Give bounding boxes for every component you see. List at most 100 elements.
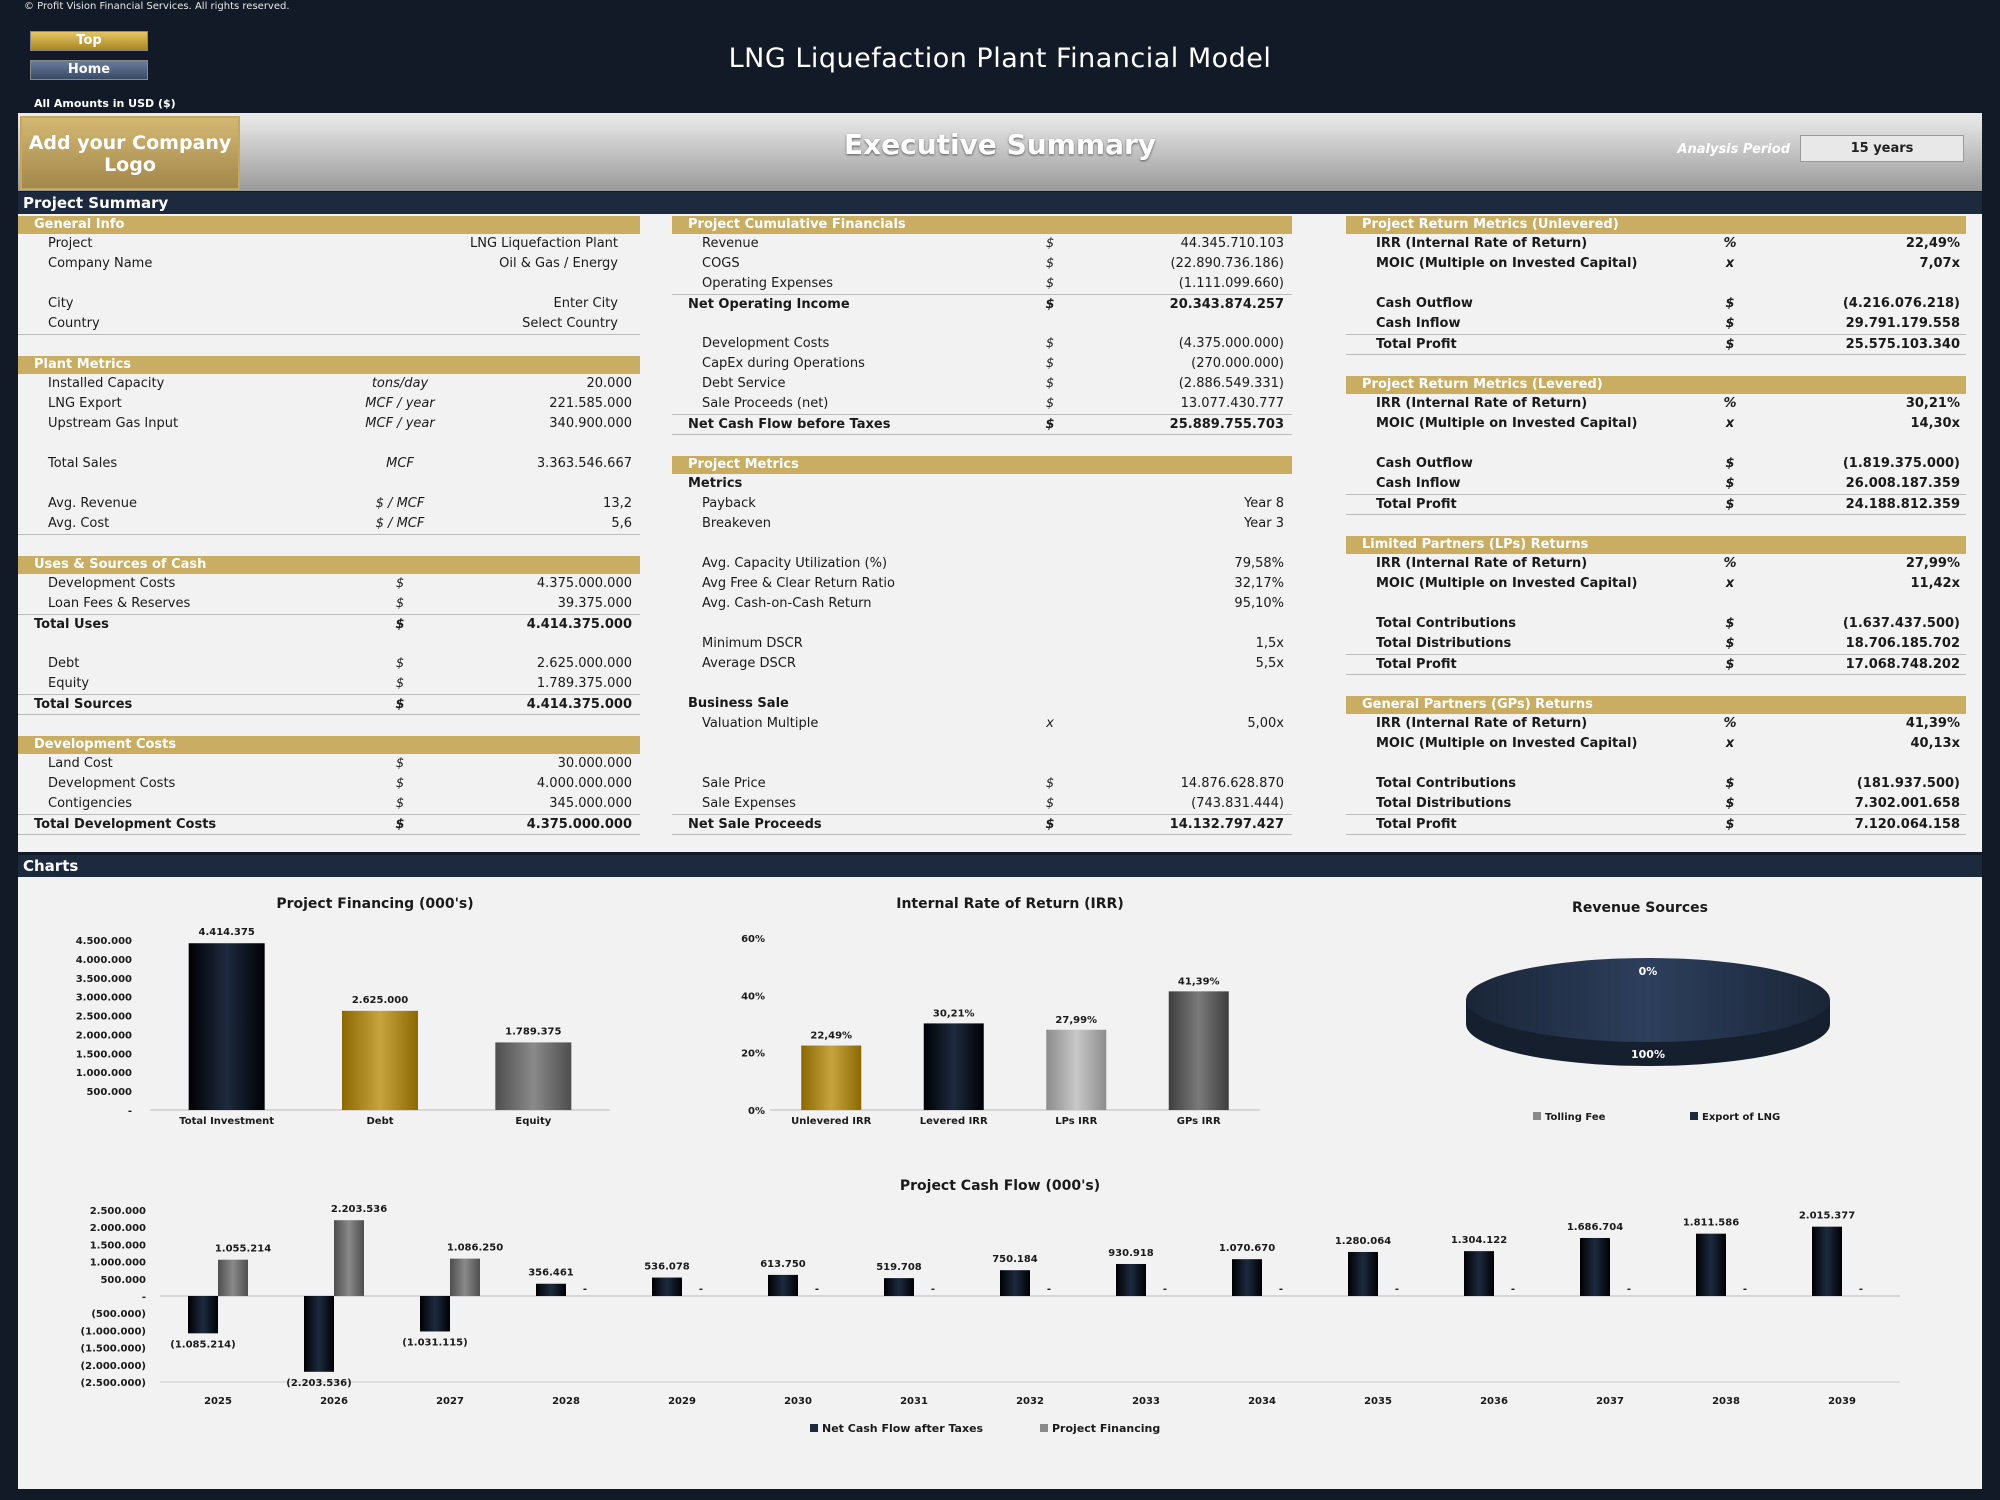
row-label: Upstream Gas Input [48, 416, 179, 431]
row-value: 4.375.000.000 [536, 576, 632, 591]
block-title: Limited Partners (LPs) Returns [1346, 536, 1966, 554]
block-title: General Info [18, 216, 640, 234]
bar [342, 1010, 418, 1110]
table-row: Contigencies $345.000.000 [18, 794, 640, 814]
data-label: - [1627, 1284, 1631, 1295]
row-value: 11,42x [1910, 576, 1960, 591]
table-row: Total Development Costs $4.375.000.000 [18, 814, 640, 834]
row-unit: MCF / year [365, 416, 435, 431]
row-value: Year 8 [1244, 496, 1284, 511]
legend-label: Project Financing [1052, 1422, 1160, 1435]
table-row: Equity $1.789.375.000 [18, 674, 640, 694]
x-tick-label: 2036 [1480, 1396, 1508, 1407]
table-row: MOIC (Multiple on Invested Capital) x 7,07… [1346, 254, 1966, 274]
table-row: LNG Export MCF / year 221.585.000 [18, 394, 640, 414]
table-row: Total Profit $17.068.748.202 [1346, 654, 1966, 674]
y-tick-label: 1.000.000 [76, 1068, 132, 1079]
block-divider [1346, 674, 1966, 675]
home-button[interactable]: Home [30, 60, 148, 80]
row-value: Enter City [553, 296, 618, 311]
x-tick-label: 2032 [1016, 1396, 1044, 1407]
table-row: Avg. Cost $ / MCF 5,6 [18, 514, 640, 534]
row-unit: $ [1725, 456, 1735, 471]
row-unit: $ [395, 676, 405, 691]
table-row: Avg. Revenue $ / MCF 13,2 [18, 494, 640, 514]
table-row: Avg Free & Clear Return Ratio 32,17% [672, 574, 1292, 594]
row-label: Total Profit [1376, 657, 1457, 672]
data-label: (2.203.536) [286, 1378, 351, 1389]
block-cumulative-financials: Project Cumulative Financials Revenue $44.… [672, 216, 1292, 435]
x-tick-label: 2034 [1248, 1396, 1276, 1407]
analysis-period-input[interactable]: 15 years [1800, 135, 1964, 162]
row-value: 14.132.797.427 [1169, 817, 1284, 832]
bar [1464, 1251, 1494, 1296]
bar [923, 1023, 984, 1110]
row-unit: $ [1045, 396, 1055, 411]
table-row [18, 634, 640, 654]
currency-note: All Amounts in USD ($) [34, 97, 176, 110]
row-label: Cash Outflow [1376, 456, 1473, 471]
table-row: Net Sale Proceeds $14.132.797.427 [672, 814, 1292, 834]
company-logo-placeholder[interactable]: Add your Company Logo [20, 116, 240, 190]
financing-chart-title: Project Financing (000's) [276, 896, 474, 912]
x-tick-label: 2026 [320, 1396, 348, 1407]
row-label: Avg Free & Clear Return Ratio [702, 576, 895, 591]
table-row: Net Cash Flow before Taxes $25.889.755.70… [672, 414, 1292, 434]
row-unit: % [1723, 236, 1737, 251]
row-unit: $ [395, 796, 405, 811]
table-row: Revenue $44.345.710.103 [672, 234, 1292, 254]
row-value: (22.890.736.186) [1170, 256, 1284, 271]
row-label: Country [48, 316, 100, 331]
block-divider [672, 834, 1292, 835]
top-button[interactable]: Top [30, 31, 148, 51]
row-label: Avg. Cash-on-Cash Return [702, 596, 872, 611]
block-title: Development Costs [18, 736, 640, 754]
y-tick-label: 0% [748, 1106, 765, 1117]
table-row: IRR (Internal Rate of Return)% 27,99% [1346, 554, 1966, 574]
row-unit: $ [1725, 776, 1735, 791]
legend-swatch [810, 1424, 818, 1432]
block-title: Plant Metrics [18, 356, 640, 374]
row-label: MOIC (Multiple on Invested Capital) [1376, 256, 1638, 271]
y-tick-label: - [142, 1292, 146, 1303]
data-label: 1.811.586 [1683, 1218, 1739, 1229]
block-project-metrics: Project Metrics Metrics Payback Year 8 Break… [672, 456, 1292, 835]
header-band [18, 113, 1982, 191]
row-unit: $ [1045, 356, 1055, 371]
y-tick-label: 40% [741, 991, 765, 1002]
data-label: - [583, 1284, 587, 1295]
row-value: 24.188.812.359 [1845, 497, 1960, 512]
row-unit: $ [1045, 417, 1055, 432]
row-label: Sale Expenses [702, 796, 796, 811]
table-row [672, 674, 1292, 694]
data-label: - [699, 1284, 703, 1295]
row-label: IRR (Internal Rate of Return) [1376, 236, 1588, 251]
row-value: 4.414.375.000 [526, 697, 632, 712]
row-value: 32,17% [1234, 576, 1284, 591]
analysis-period-label: Analysis Period [1677, 142, 1790, 157]
table-row: Total Contributions $ (181.937.500) [1346, 774, 1966, 794]
data-label: - [1163, 1284, 1167, 1295]
row-label: MOIC (Multiple on Invested Capital) [1376, 416, 1638, 431]
block-title: Uses & Sources of Cash [18, 556, 640, 574]
table-row [672, 314, 1292, 334]
x-tick-label: 2035 [1364, 1396, 1392, 1407]
row-value: 5,5x [1255, 656, 1284, 671]
revenue-chart: 0% 100% Tolling Fee Export of LNG [1466, 958, 1830, 1123]
data-label: 536.078 [644, 1262, 690, 1273]
row-label: Total Distributions [1376, 636, 1512, 651]
table-row: Cash Inflow $26.008.187.359 [1346, 474, 1966, 494]
table-row: Total Profit $24.188.812.359 [1346, 494, 1966, 514]
row-value: Oil & Gas / Energy [499, 256, 618, 271]
table-row: Total Profit $25.575.103.340 [1346, 334, 1966, 354]
data-label: 613.750 [760, 1259, 806, 1270]
block-title: Project Return Metrics (Unlevered) [1346, 216, 1966, 234]
row-unit: $ [1725, 796, 1735, 811]
x-tick-label: Total Investment [179, 1116, 274, 1127]
table-row [1346, 594, 1966, 614]
bar [768, 1274, 798, 1296]
row-label: IRR (Internal Rate of Return) [1376, 716, 1588, 731]
block-plant-metrics: Plant Metrics Installed Capacity tons/day 2… [18, 356, 640, 535]
table-row: Cash Outflow $ (4.216.076.218) [1346, 294, 1966, 314]
cashflow-chart-title: Project Cash Flow (000's) [899, 1178, 1101, 1194]
